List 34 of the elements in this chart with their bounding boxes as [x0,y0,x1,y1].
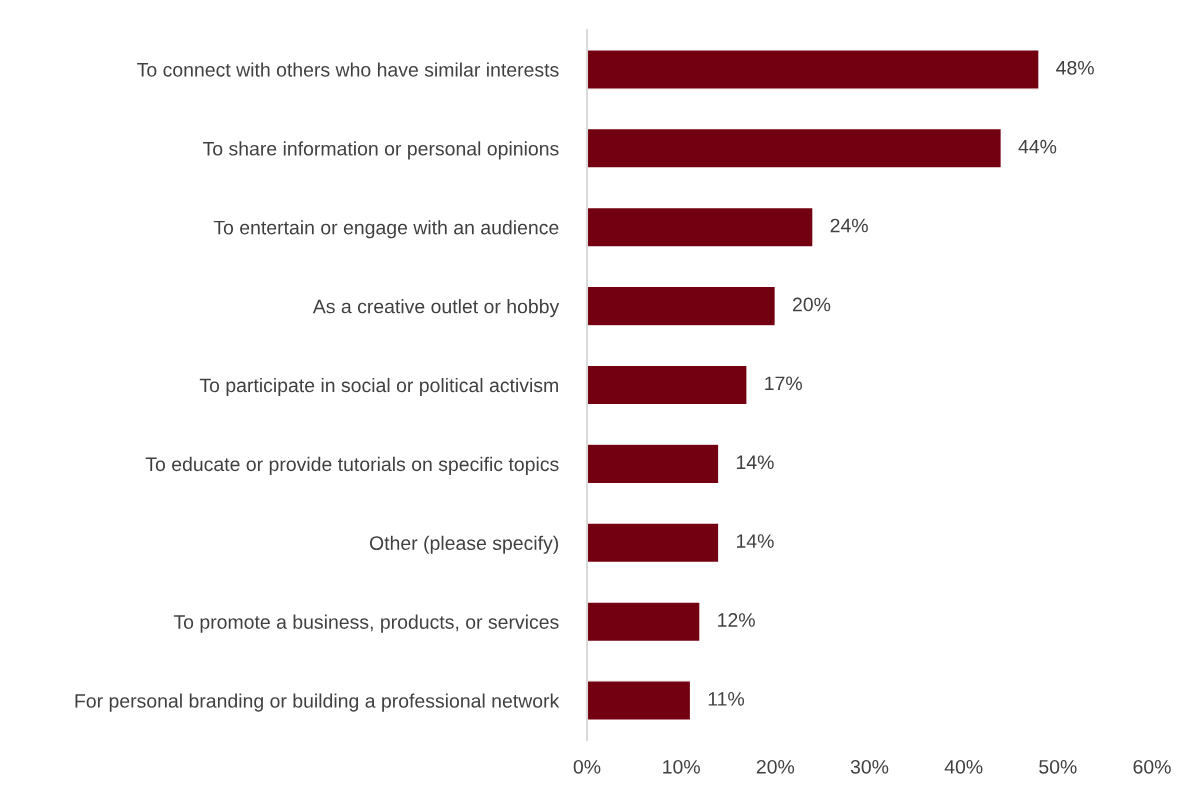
x-tick-label: 40% [944,759,983,774]
data-label: 14% [736,534,774,548]
y-tick-label: To educate or provide tutorials on specific topics [145,456,559,475]
y-tick-label: To entertain or engage with an audience [213,220,559,239]
bar [587,364,748,406]
data-label: 11% [708,692,745,706]
data-label: 20% [792,297,831,312]
data-label: 48% [1056,60,1094,75]
bar [587,680,692,721]
y-tick-label: As a creative outlet or hobby [312,299,560,318]
data-label: 14% [736,455,774,470]
bar [587,206,814,248]
x-tick-label: 0% [573,759,601,774]
y-tick-label: To promote a business, products, or services [173,614,559,633]
y-tick-label: To connect with others who have similar interests [137,62,559,77]
y-tick-label: Other (please specify) [369,535,559,554]
x-tick-label: 50% [1039,759,1077,774]
data-label: 17% [765,376,802,391]
data-label: 12% [718,613,755,627]
bar [587,285,777,327]
bar [587,127,1003,169]
bar [587,601,701,643]
bar [587,443,720,485]
data-label: 44% [1018,139,1057,154]
x-tick-label: 60% [1133,759,1171,774]
bar [587,522,720,564]
bar [587,49,1040,90]
x-tick-label: 30% [850,759,889,774]
y-tick-label: To share information or personal opinions [203,141,559,160]
x-tick-label: 20% [756,759,795,774]
data-label: 24% [830,218,868,233]
y-tick-label: To participate in social or political activism [199,377,558,397]
y-tick-label: For personal branding or building a professional network [75,693,560,712]
x-tick-label: 10% [663,759,700,774]
